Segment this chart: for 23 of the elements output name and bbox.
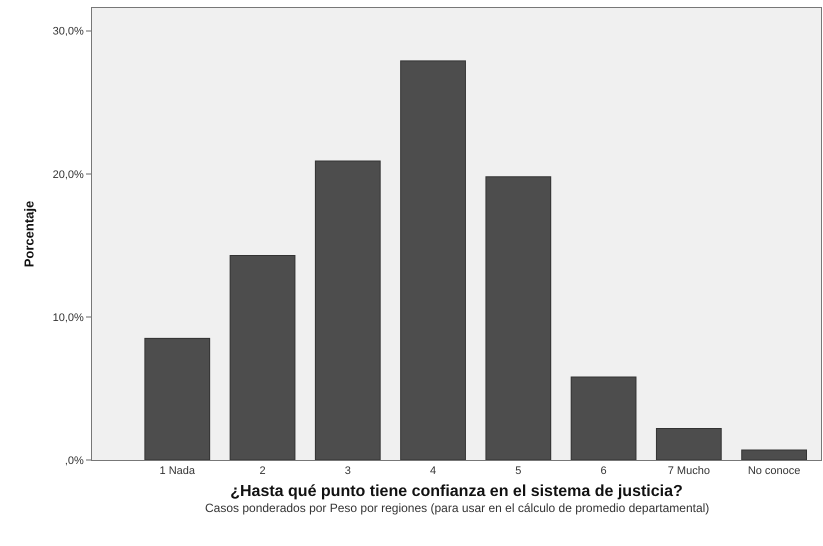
bar — [400, 60, 466, 460]
x-tick-label: 7 Mucho — [668, 465, 710, 478]
bar — [230, 254, 296, 460]
bar — [570, 376, 636, 460]
bar — [144, 338, 210, 460]
x-axis-title: ¿Hasta qué punto tiene confianza en el sistema de justicia? — [230, 482, 683, 500]
x-tick-label: 6 — [600, 465, 607, 478]
bar — [314, 160, 381, 460]
y-tick-label: 10,0% — [52, 312, 84, 324]
x-tick-label: 5 — [515, 465, 522, 478]
text: Casos ponderados por Peso por regiones (para usar en el cálculo de promedio departamental) — [205, 501, 710, 515]
y-tick-label: 30,0% — [52, 26, 84, 38]
x-tick-label: No conoce — [748, 465, 800, 478]
y-tick-label: 20,0% — [52, 168, 84, 181]
x-tick-label: 1 Nada — [160, 465, 196, 478]
x-tick-label: 3 — [344, 465, 351, 478]
y-axis-title: Porcentaje — [22, 200, 37, 268]
x-tick-label: 4 — [430, 465, 436, 478]
bar — [485, 176, 552, 460]
bar — [741, 449, 808, 460]
bar — [656, 428, 722, 460]
x-tick-label: 2 — [259, 465, 266, 478]
y-tick-label: ,0% — [64, 454, 84, 467]
